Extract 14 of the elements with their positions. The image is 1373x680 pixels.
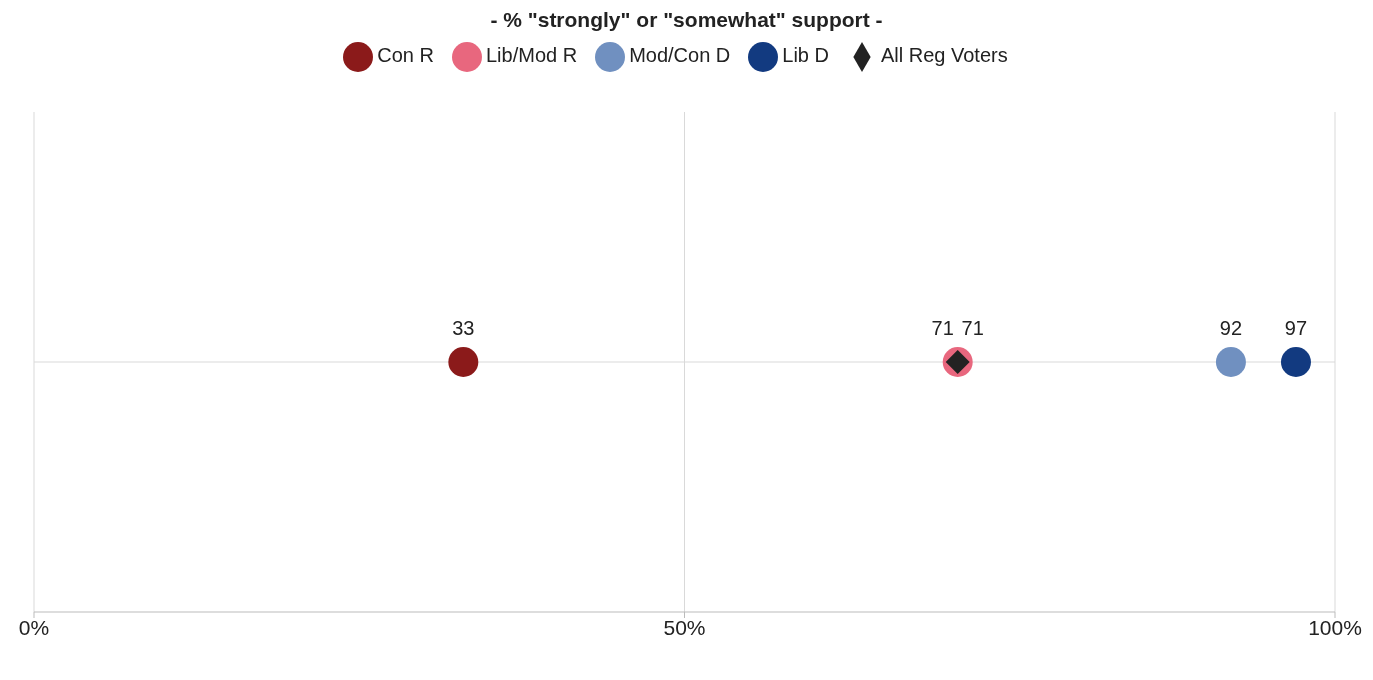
chart-title: - % "strongly" or "somewhat" support -	[489, 8, 884, 32]
data-label: 71	[931, 317, 954, 340]
data-label: 92	[1219, 317, 1243, 340]
x-tick-label: 100%	[1308, 615, 1362, 639]
x-tick-label: 0%	[18, 615, 50, 639]
data-label: 97	[1284, 317, 1308, 340]
legend-label: Con R	[377, 44, 434, 67]
legend-label: Mod/Con D	[629, 44, 731, 67]
legend-label: Lib/Mod R	[485, 44, 578, 67]
data-label: 33	[452, 317, 475, 340]
data-label: 71	[961, 317, 984, 340]
x-tick-label: 50%	[663, 615, 706, 639]
legend-label: Lib D	[782, 44, 829, 67]
legend-label: All Reg Voters	[880, 44, 1008, 67]
